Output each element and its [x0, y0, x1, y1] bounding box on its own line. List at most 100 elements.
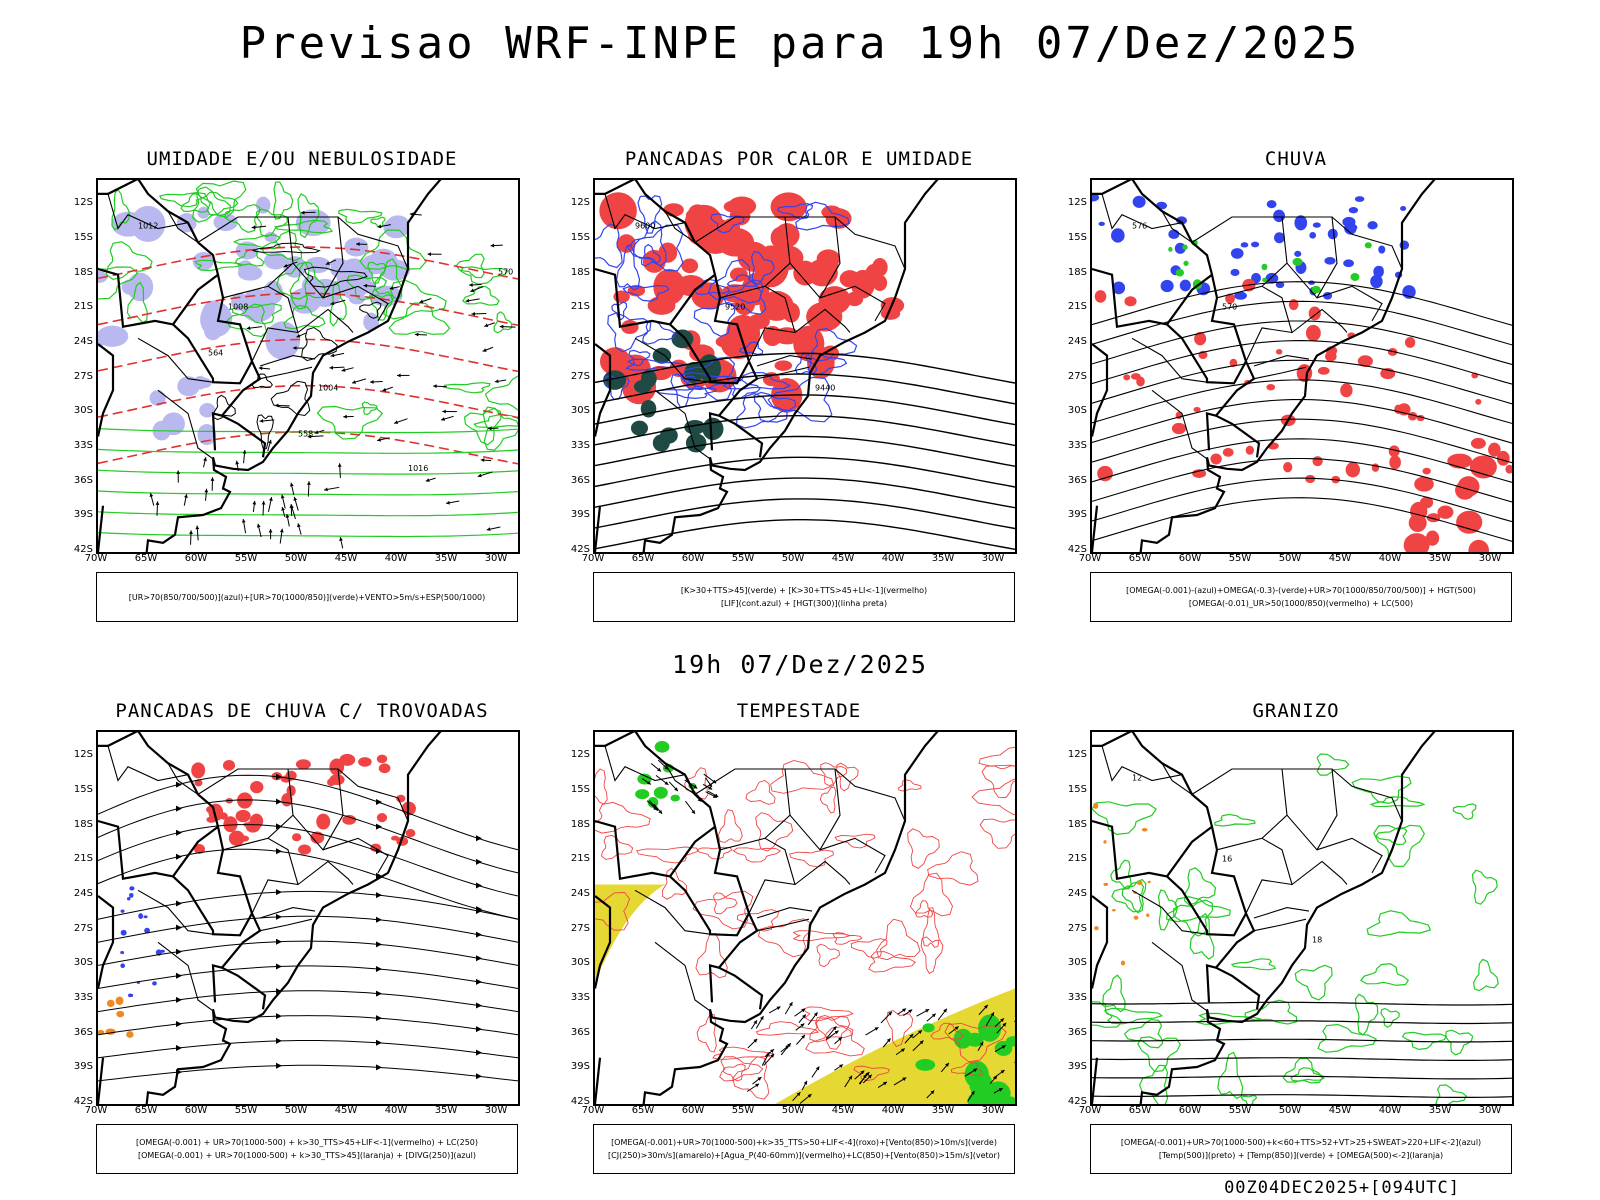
- thunderstorm-red-area: [327, 778, 336, 787]
- country-border: [1092, 343, 1109, 437]
- temp850-contour: [1452, 803, 1477, 821]
- lat-tick-label: 27S: [73, 922, 93, 934]
- lon-tick-label: 30W: [981, 1105, 1005, 1116]
- state-border: [1253, 918, 1307, 932]
- streamline-arrow: [376, 1015, 382, 1022]
- country-border: [1092, 505, 1099, 552]
- omega-blue-area: [1294, 250, 1302, 257]
- state-border: [167, 210, 199, 243]
- jet-yellow-area: [775, 988, 1015, 1104]
- rain-red-area: [1457, 476, 1480, 497]
- rain-red-area: [1283, 462, 1293, 473]
- wind-vector: [256, 523, 262, 538]
- legend-box-umidade: [UR>70(850/700/500)](azul)+[UR>70(1000/8…: [96, 572, 518, 622]
- map-panel-umidade: 1012 1008 1004 1016 570 564 558: [96, 178, 520, 554]
- pressure-isobar: [303, 266, 368, 288]
- legend-box-chuva: [OMEGA(-0.001)-(azul)+OMEGA(-0.3)-(verde…: [1090, 572, 1512, 622]
- state-border: [1191, 216, 1288, 299]
- lon-tick-label: 55W: [731, 553, 755, 564]
- lif-contour: [628, 349, 651, 367]
- rain-red-area: [1275, 349, 1283, 355]
- wind-vector: [811, 1066, 820, 1078]
- country-border: [98, 819, 219, 880]
- rain-red-area: [1340, 383, 1353, 398]
- state-border: [1191, 768, 1288, 851]
- lat-tick-label: 30S: [1067, 957, 1087, 969]
- pressure-isobar: [301, 326, 338, 362]
- wind-vector: [784, 1001, 793, 1015]
- wind-vector: [469, 283, 482, 287]
- wind-vector: [283, 261, 298, 268]
- green-contour: [262, 230, 303, 262]
- state-border: [634, 889, 711, 935]
- wind-vector: [994, 1018, 1005, 1028]
- rain-red-area: [1422, 467, 1431, 475]
- hgt500-contour: [1092, 438, 1512, 483]
- lon-tick-label: 45W: [831, 553, 855, 564]
- green-line: [98, 532, 518, 538]
- lat-tick-label: 18S: [1067, 818, 1087, 830]
- divergence-blue-mark: [143, 915, 148, 919]
- wind-vector: [641, 778, 652, 785]
- lon-tick-label: 40W: [881, 1105, 905, 1116]
- precipitable-water-contour: [732, 1056, 770, 1100]
- wind-vector: [977, 1041, 984, 1051]
- coastline: [145, 732, 442, 1104]
- coastline: [1139, 180, 1436, 552]
- omega-blue-area: [1373, 265, 1384, 278]
- convection-red-area: [774, 360, 793, 371]
- lon-tick-label: 30W: [1478, 553, 1502, 564]
- state-border: [694, 216, 791, 299]
- lif-contour: [625, 358, 687, 371]
- temp850-contour: [1217, 1051, 1244, 1100]
- thunderstorm-red-area: [405, 829, 416, 838]
- lon-tick-label: 65W: [1128, 553, 1152, 564]
- lon-tick-label: 60W: [184, 1105, 208, 1116]
- rain-red-area: [1171, 422, 1187, 435]
- streamline-arrow: [476, 1049, 482, 1056]
- lif-contour: [710, 213, 745, 234]
- forecast-time-title: 19h 07/Dez/2025: [672, 650, 928, 679]
- lif-contour: [607, 312, 652, 353]
- wind-vector: [877, 1081, 888, 1089]
- omega-green-area: [1183, 260, 1189, 266]
- convection-red-area: [720, 329, 756, 359]
- streamline-arrow: [476, 882, 482, 889]
- convection-dark-area: [630, 420, 649, 436]
- map-panel-granizo: 12 16 18: [1090, 730, 1514, 1106]
- lat-tick-label: 24S: [73, 336, 93, 348]
- lat-tick-label: 24S: [570, 336, 590, 348]
- wind-vector: [844, 1075, 853, 1088]
- map-panel-pancadas-calor: 9600 9520 9440: [593, 178, 1017, 554]
- coastline: [642, 180, 939, 552]
- humidity-shading: [237, 265, 263, 281]
- rain-red-area: [1345, 462, 1361, 478]
- lon-tick-label: 50W: [781, 1105, 805, 1116]
- temp850-contour: [1183, 867, 1217, 906]
- precipitable-water-contour: [789, 849, 834, 868]
- lon-tick-label: 50W: [1278, 1105, 1302, 1116]
- rain-red-area: [1245, 445, 1254, 455]
- state-border: [1331, 216, 1403, 270]
- wind-vector: [297, 523, 302, 535]
- wind-vector: [746, 1083, 760, 1092]
- omega-orange-mark: [1133, 915, 1139, 920]
- country-border: [98, 1057, 105, 1104]
- green-contour: [482, 406, 518, 451]
- precipitable-water-contour: [809, 1015, 854, 1043]
- precipitable-water-contour: [636, 846, 699, 864]
- state-border: [1131, 337, 1208, 383]
- lif-contour: [680, 372, 742, 391]
- streamline-arrow: [176, 948, 182, 955]
- rain-red-area: [1136, 376, 1145, 387]
- wind-vector: [761, 1051, 770, 1066]
- wind-vector: [377, 224, 391, 229]
- streamline: [98, 848, 518, 920]
- state-border: [654, 389, 712, 461]
- precipitable-water-contour: [971, 778, 1015, 816]
- divergence-blue-mark: [129, 886, 135, 891]
- streamline-arrow: [176, 1020, 182, 1027]
- thunderstorm-red-area: [223, 816, 238, 833]
- temp850-contour: [1316, 753, 1350, 776]
- thunderstorm-orange-area: [115, 996, 124, 1006]
